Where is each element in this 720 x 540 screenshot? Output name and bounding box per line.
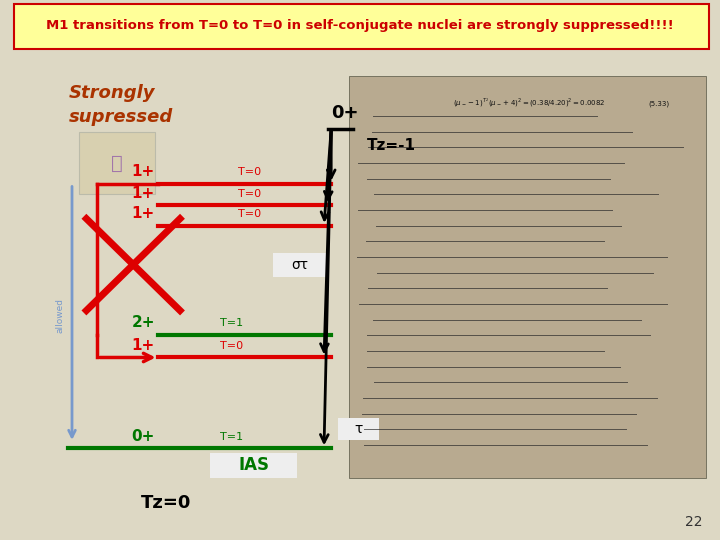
Text: 0+: 0+: [132, 429, 155, 444]
Text: $(\mu_- - 1)^{T^2}(\mu_- + 4)^2 = (0.38/4.20)^2 = 0.0082$: $(\mu_- - 1)^{T^2}(\mu_- + 4)^2 = (0.38/…: [453, 97, 606, 110]
FancyBboxPatch shape: [210, 453, 297, 478]
Text: 2+: 2+: [131, 315, 155, 330]
Text: 1+: 1+: [132, 338, 155, 353]
Text: IAS: IAS: [238, 456, 270, 475]
Text: τ: τ: [354, 422, 363, 436]
FancyBboxPatch shape: [14, 4, 709, 49]
Text: allowed: allowed: [55, 299, 64, 333]
FancyBboxPatch shape: [338, 418, 379, 440]
Text: 22: 22: [685, 515, 702, 529]
Text: T=1: T=1: [220, 318, 243, 328]
Text: Strongly: Strongly: [68, 84, 155, 102]
Text: στ: στ: [292, 258, 309, 272]
Text: T=0: T=0: [238, 209, 261, 219]
Text: T=0: T=0: [220, 341, 243, 351]
Text: 🤛: 🤛: [112, 154, 123, 173]
Text: T=1: T=1: [220, 431, 243, 442]
Text: 1+: 1+: [132, 164, 155, 179]
Text: supressed: supressed: [68, 108, 173, 126]
FancyBboxPatch shape: [79, 132, 155, 194]
Text: M1 transitions from T=0 to T=0 in self-conjugate nuclei are strongly suppressed!: M1 transitions from T=0 to T=0 in self-c…: [46, 19, 674, 32]
Text: 0+: 0+: [331, 104, 359, 122]
Text: (5.33): (5.33): [649, 100, 670, 107]
Text: T=0: T=0: [238, 188, 261, 199]
Bar: [349, 76, 706, 478]
Text: 1+: 1+: [132, 206, 155, 221]
Text: Tz=-1: Tz=-1: [367, 138, 416, 153]
Text: T=0: T=0: [238, 167, 261, 177]
FancyBboxPatch shape: [273, 253, 328, 277]
Text: Tz=0: Tz=0: [140, 494, 191, 512]
Text: 1+: 1+: [132, 186, 155, 201]
